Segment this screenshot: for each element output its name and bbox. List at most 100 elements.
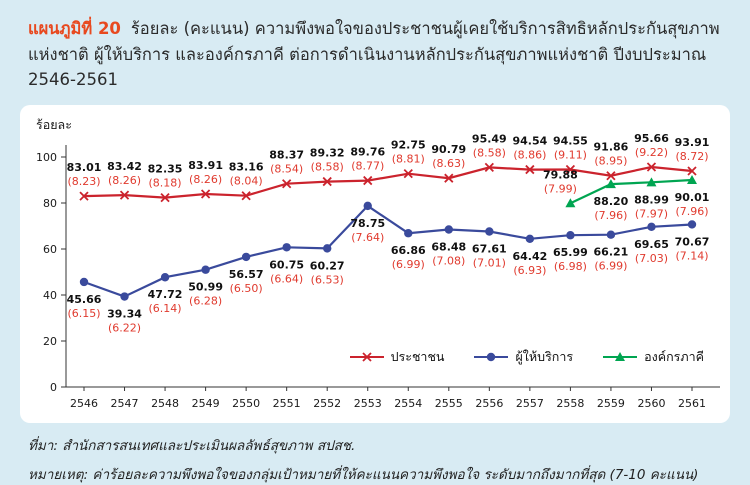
data-label-value: 65.99 xyxy=(553,246,588,259)
data-label-value: 94.54 xyxy=(512,134,547,147)
x-tick-label: 2560 xyxy=(637,397,665,410)
x-marker-icon xyxy=(484,162,494,172)
y-tick-label: 40 xyxy=(43,289,57,302)
x-tick-label: 2546 xyxy=(70,397,98,410)
data-label-value: 83.42 xyxy=(107,160,142,173)
chart-title-text: ร้อยละ (คะแนน) ความพึงพอใจของประชาชนผู้เ… xyxy=(28,19,720,90)
x-tick-label: 2551 xyxy=(273,397,301,410)
x-marker-icon xyxy=(349,352,384,362)
data-label-value: 66.21 xyxy=(594,245,629,258)
x-tick-label: 2561 xyxy=(678,397,706,410)
data-label-value: 91.86 xyxy=(594,140,629,153)
x-marker-icon xyxy=(525,164,535,174)
chart-legend: ประชาชน ผู้ให้บริการ องค์กรภาคี xyxy=(349,347,704,367)
y-axis-title: ร้อยละ xyxy=(36,117,72,132)
x-tick-label: 2558 xyxy=(556,397,584,410)
data-label-score: (8.72) xyxy=(675,150,708,163)
triangle-marker-icon xyxy=(646,177,657,187)
series-citizens: 83.01(8.23)83.42(8.26)82.35(8.18)83.91(8… xyxy=(67,132,710,202)
circle-marker-icon xyxy=(525,234,535,243)
data-label-value: 50.99 xyxy=(188,280,223,293)
y-tick-label: 20 xyxy=(43,335,57,348)
data-label-value: 83.91 xyxy=(188,159,223,172)
data-label-score: (6.28) xyxy=(189,294,222,307)
data-label-score: (8.81) xyxy=(392,152,425,165)
data-label-score: (6.22) xyxy=(108,321,141,334)
data-label-score: (7.01) xyxy=(473,256,506,269)
x-tick-label: 2554 xyxy=(394,397,422,410)
x-marker-icon xyxy=(565,164,576,174)
series-providers: 45.66(6.15) 39.34(6.22)47.72(6.14)50.99(6… xyxy=(67,201,709,334)
data-label-value: 47.72 xyxy=(148,288,183,301)
triangle-marker-icon xyxy=(605,178,616,188)
circle-marker-icon xyxy=(647,222,656,231)
data-label-value: 93.91 xyxy=(675,136,710,149)
data-label-score: (8.58) xyxy=(473,146,506,159)
circle-marker-icon xyxy=(323,243,332,253)
data-label-score: (7.03) xyxy=(635,251,668,264)
circle-marker-icon xyxy=(485,226,494,236)
data-label-score: (8.63) xyxy=(432,157,465,170)
x-tick-label: 2556 xyxy=(475,397,503,410)
data-label-score: (7.96) xyxy=(675,205,708,218)
series-line xyxy=(83,165,693,199)
data-label-score: (6.93) xyxy=(513,264,546,277)
data-label-value: 45.66 xyxy=(67,293,102,306)
x-marker-icon xyxy=(79,191,89,201)
circle-marker-icon xyxy=(201,265,210,274)
data-label-value: 90.01 xyxy=(675,191,710,204)
x-marker-icon xyxy=(322,176,332,186)
circle-marker-icon xyxy=(404,228,413,238)
data-label-score: (8.95) xyxy=(594,154,627,167)
chart-title-number: แผนภูมิที่ 20 xyxy=(28,19,121,38)
data-label-value: 60.75 xyxy=(269,258,304,271)
data-label-score: (8.77) xyxy=(351,159,384,172)
data-label-score: (6.15) xyxy=(67,307,100,320)
legend-item-citizens: ประชาชน xyxy=(349,347,444,367)
data-label-score: (9.22) xyxy=(635,146,668,159)
series-line xyxy=(569,178,693,204)
data-label-score: (6.53) xyxy=(311,273,344,286)
x-marker-icon xyxy=(160,192,170,202)
circle-marker-icon xyxy=(687,219,697,229)
legend-item-partner-orgs: องค์กรภาคี xyxy=(603,347,704,367)
data-label-score: (8.26) xyxy=(108,174,141,187)
data-label-value: 95.66 xyxy=(634,132,669,145)
circle-marker-icon xyxy=(444,224,453,234)
data-label-score: (9.11) xyxy=(554,148,587,161)
data-label-score: (8.86) xyxy=(513,148,546,161)
page: แผนภูมิที่ 20 ร้อยละ (คะแนน) ความพึงพอใจข… xyxy=(20,16,730,483)
series-line xyxy=(83,204,693,298)
circle-marker-icon xyxy=(241,252,251,261)
x-tick-label: 2548 xyxy=(151,397,179,410)
x-tick-label: 2555 xyxy=(435,397,463,410)
data-label-score: (8.54) xyxy=(270,162,303,175)
data-label-score: (8.18) xyxy=(149,176,182,189)
data-label-score: (7.64) xyxy=(351,231,384,244)
data-label-value: 79.88 xyxy=(543,168,578,181)
x-tick-label: 2550 xyxy=(232,397,260,410)
triangle-marker-icon xyxy=(565,197,576,207)
data-label-value: 89.32 xyxy=(310,146,345,159)
axes: 0 20 40 60 80 100 2546 2547 2548 2549 2550 2551 2552… xyxy=(36,144,720,410)
circle-marker-icon xyxy=(120,292,129,301)
data-label-score: (8.04) xyxy=(230,174,263,187)
data-label-score: (6.99) xyxy=(594,259,627,272)
x-marker-icon xyxy=(241,190,251,201)
data-label-value: 88.99 xyxy=(634,193,669,206)
data-label-value: 60.27 xyxy=(310,259,345,272)
x-marker-icon xyxy=(646,162,657,172)
x-tick-label: 2557 xyxy=(516,397,544,410)
data-label-score: (8.58) xyxy=(311,160,344,173)
data-label-value: 94.55 xyxy=(553,134,588,147)
circle-marker-icon xyxy=(79,277,89,286)
source-note: ที่มา: สำนักสารสนเทศและประเมินผลลัพธ์สุข… xyxy=(28,437,356,454)
data-label-score: (7.97) xyxy=(635,207,668,220)
circle-marker-icon xyxy=(474,352,509,361)
data-label-value: 82.35 xyxy=(148,162,183,175)
circle-marker-icon xyxy=(363,201,372,210)
x-marker-icon xyxy=(282,178,292,189)
data-label-value: 69.65 xyxy=(634,237,669,250)
chart-title: แผนภูมิที่ 20 ร้อยละ (คะแนน) ความพึงพอใจข… xyxy=(28,16,722,93)
x-marker-icon xyxy=(119,190,130,200)
